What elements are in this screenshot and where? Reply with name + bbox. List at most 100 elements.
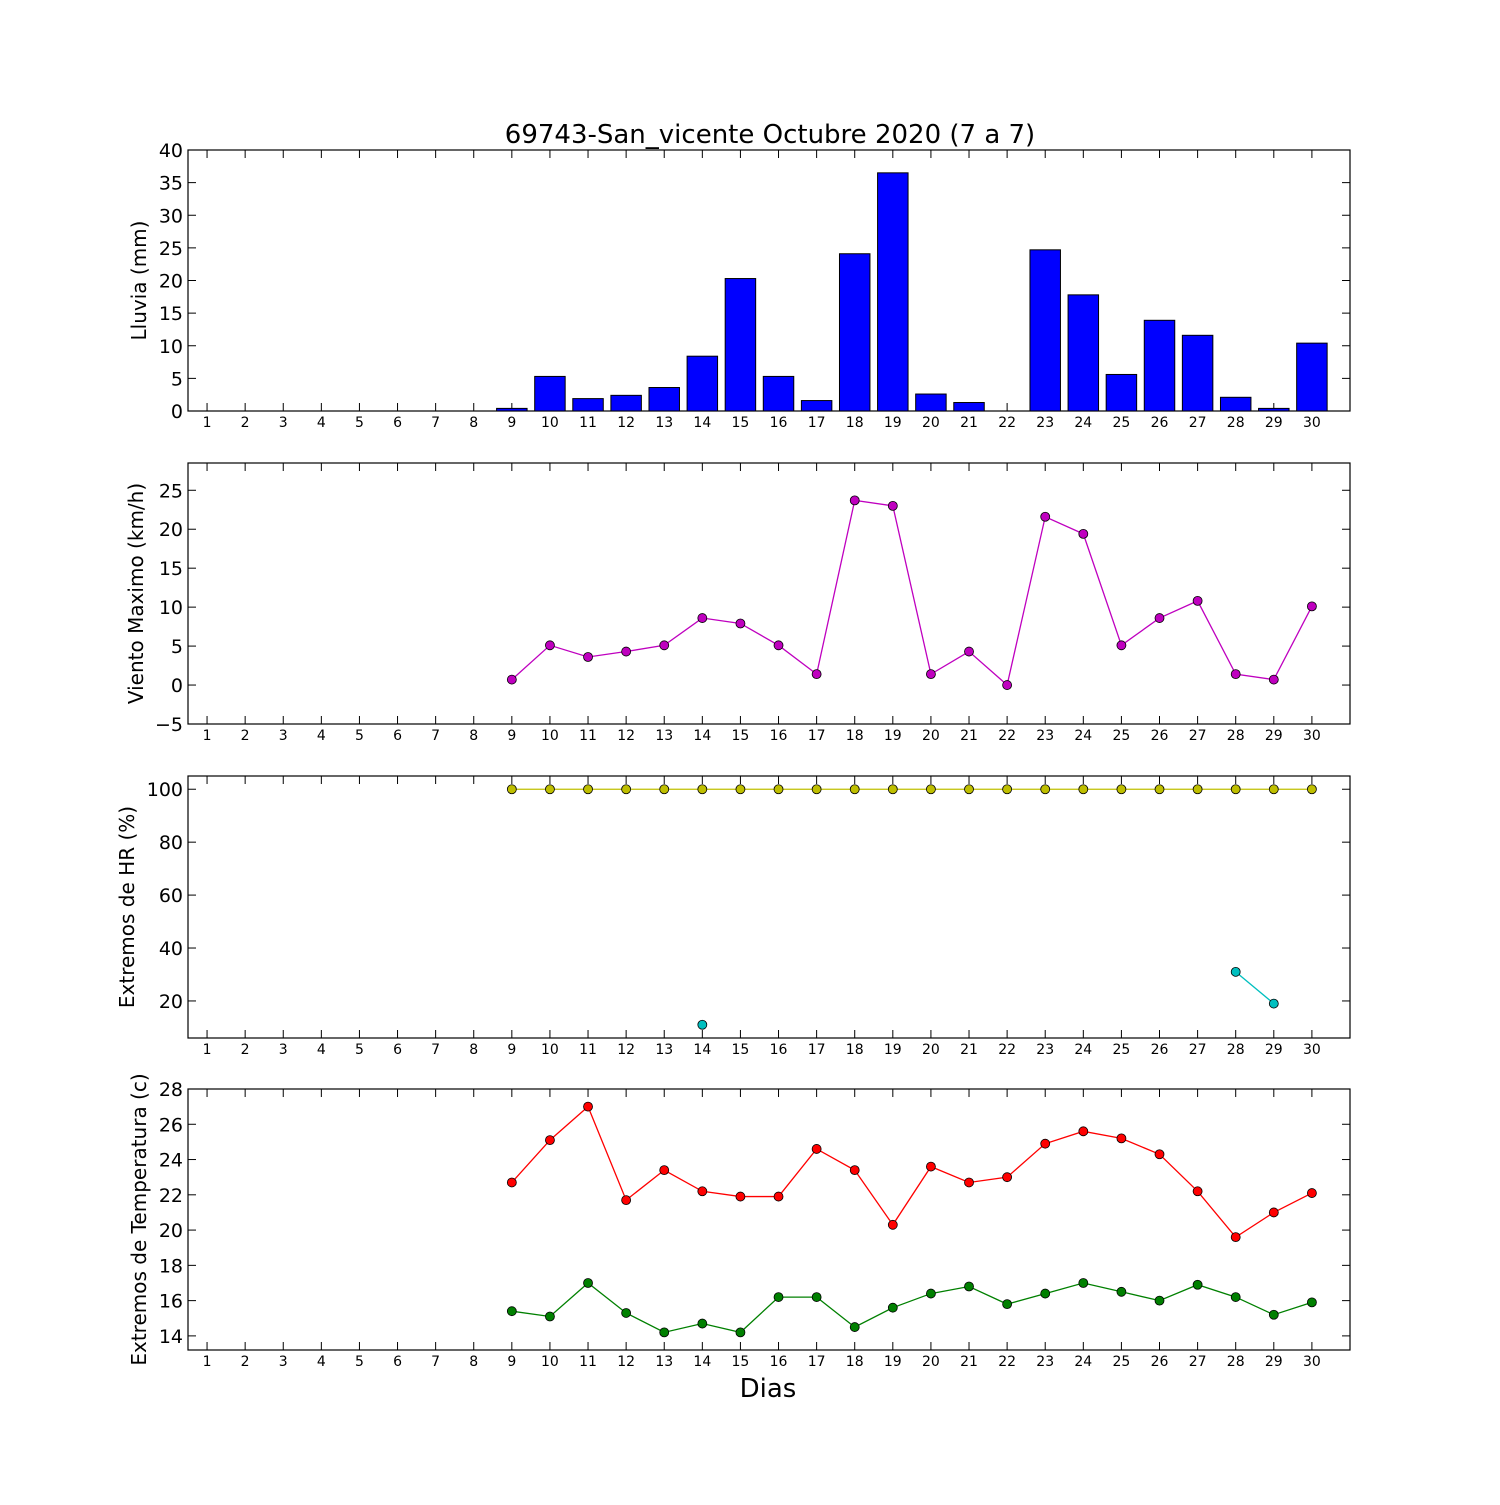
x-tick-label: 30 [1303, 728, 1321, 744]
y-tick-label: 24 [159, 1150, 183, 1172]
bar-day-13 [648, 387, 680, 412]
x-tick-label: 21 [960, 728, 978, 744]
x-tick-label: 23 [1036, 1042, 1054, 1058]
point-viento-day-29 [1268, 674, 1279, 685]
point-viento-day-27 [1192, 596, 1203, 606]
x-tick-label: 26 [1151, 728, 1169, 744]
x-tick-label: 2 [241, 1042, 250, 1058]
point-hr_min-day-29 [1268, 998, 1279, 1009]
x-tick-label: 1 [203, 415, 212, 431]
x-tick-label: 6 [393, 1042, 402, 1058]
point-hr_max-day-23 [1040, 784, 1051, 795]
y-tick-label: 14 [159, 1326, 183, 1348]
x-tick-label: 7 [431, 1042, 440, 1058]
x-tick-label: 12 [617, 1042, 635, 1058]
x-tick-label: 13 [655, 1042, 673, 1058]
x-tick-label: 20 [922, 1042, 940, 1058]
x-tick-label: 17 [808, 1042, 826, 1058]
point-temp_max-day-27 [1192, 1186, 1203, 1197]
x-tick-label: 4 [317, 1354, 326, 1370]
x-tick-label: 30 [1303, 415, 1321, 431]
x-tick-label: 9 [507, 415, 516, 431]
x-tick-label: 19 [884, 1354, 902, 1370]
point-temp_max-day-22 [1002, 1172, 1013, 1183]
x-tick-label: 11 [579, 728, 597, 744]
point-temp_min-day-12 [621, 1308, 632, 1318]
y-tick-label: 0 [171, 401, 183, 423]
x-tick-label: 10 [541, 415, 559, 431]
point-viento-day-9 [506, 674, 517, 685]
x-tick-label: 14 [693, 1042, 711, 1058]
x-tick-label: 5 [355, 1354, 364, 1370]
x-tick-label: 17 [808, 1354, 826, 1370]
y-tick-label: 22 [159, 1185, 183, 1207]
x-tick-label: 2 [241, 728, 250, 744]
point-hr_max-day-24 [1078, 784, 1089, 795]
x-tick-label: 29 [1265, 1042, 1283, 1058]
x-tick-label: 11 [579, 1042, 597, 1058]
x-tick-label: 9 [507, 728, 516, 744]
bar-day-24 [1067, 294, 1100, 412]
point-temp_max-day-29 [1268, 1207, 1279, 1218]
point-temp_max-day-11 [583, 1101, 593, 1112]
y-tick-label: 20 [159, 271, 183, 293]
x-tick-label: 19 [884, 728, 902, 744]
point-temp_min-day-30 [1307, 1297, 1317, 1308]
point-temp_max-day-25 [1116, 1133, 1127, 1144]
x-tick-label: 5 [355, 1042, 364, 1058]
x-tick-label: 10 [541, 1354, 559, 1370]
y-axis-label-viento: Viento Maximo (km/h) [124, 483, 148, 704]
x-tick-label: 7 [431, 1354, 440, 1370]
point-temp_max-day-30 [1307, 1188, 1317, 1198]
point-temp_max-day-23 [1040, 1138, 1051, 1149]
x-tick-label: 14 [693, 1354, 711, 1370]
x-tick-label: 16 [770, 728, 788, 744]
point-hr_min-day-28 [1230, 966, 1241, 977]
point-hr_max-day-29 [1268, 784, 1279, 795]
point-temp_min-day-14 [697, 1318, 708, 1329]
bar-day-19 [877, 172, 909, 412]
series-line-viento [511, 499, 1313, 687]
x-tick-label: 23 [1036, 415, 1054, 431]
x-tick-label: 14 [693, 415, 711, 431]
point-temp_min-day-21 [964, 1281, 974, 1292]
point-hr_max-day-25 [1116, 784, 1127, 795]
x-tick-label: 11 [579, 415, 597, 431]
x-tick-label: 26 [1151, 1354, 1169, 1370]
x-tick-label: 18 [846, 1354, 864, 1370]
x-tick-label: 3 [279, 1042, 288, 1058]
x-tick-label: 15 [732, 728, 750, 744]
x-tick-label: 16 [770, 415, 788, 431]
y-axis-label-temp: Extremos de Temperatura (c) [127, 1073, 151, 1365]
point-hr_max-day-13 [659, 784, 670, 795]
x-tick-label: 28 [1227, 728, 1245, 744]
y-tick-label: 20 [159, 519, 183, 541]
x-tick-label: 24 [1074, 1042, 1092, 1058]
x-tick-label: 1 [203, 1354, 212, 1370]
point-temp_min-day-19 [887, 1302, 898, 1313]
point-hr_min-day-14 [697, 1019, 708, 1030]
x-tick-label: 14 [693, 728, 711, 744]
x-tick-label: 22 [998, 415, 1016, 431]
x-tick-label: 19 [884, 415, 902, 431]
y-axis-label-hr: Extremos de HR (%) [115, 806, 139, 1008]
x-tick-label: 5 [355, 415, 364, 431]
x-tick-label: 15 [732, 1042, 750, 1058]
point-hr_max-day-12 [621, 784, 632, 795]
x-tick-label: 4 [317, 415, 326, 431]
x-tick-label: 24 [1074, 415, 1092, 431]
point-temp_max-day-17 [811, 1144, 822, 1154]
point-temp_min-day-25 [1116, 1286, 1127, 1297]
x-tick-label: 25 [1112, 1354, 1130, 1370]
point-viento-day-10 [545, 640, 555, 651]
x-tick-label: 23 [1036, 728, 1054, 744]
axes-frame-viento [187, 462, 1351, 725]
x-tick-label: 4 [317, 1042, 326, 1058]
point-temp_min-day-16 [773, 1292, 784, 1302]
bar-day-12 [610, 394, 642, 412]
point-hr_max-day-30 [1307, 784, 1317, 795]
point-hr_max-day-15 [735, 784, 746, 795]
point-temp_max-day-24 [1078, 1126, 1089, 1137]
